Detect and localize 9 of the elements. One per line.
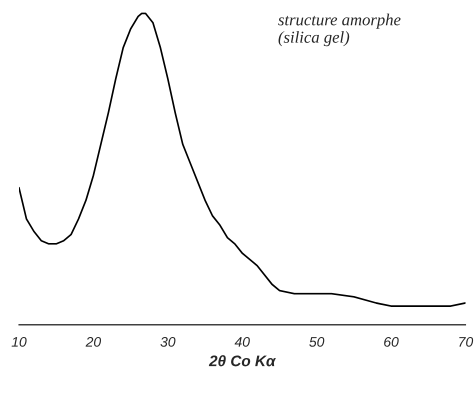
x-tick-label: 60: [384, 336, 399, 347]
x-tick-label: 30: [160, 336, 176, 347]
annotation: structure amorphe (silica gel): [278, 14, 401, 46]
x-tick-label: 50: [309, 336, 324, 347]
x-tick-label: 40: [234, 336, 250, 347]
x-tick-label: 20: [86, 336, 102, 347]
x-axis-title: 2θ Co Kα: [208, 355, 276, 366]
x-tick-label: 10: [12, 336, 27, 347]
x-tick-label: 70: [459, 336, 474, 347]
